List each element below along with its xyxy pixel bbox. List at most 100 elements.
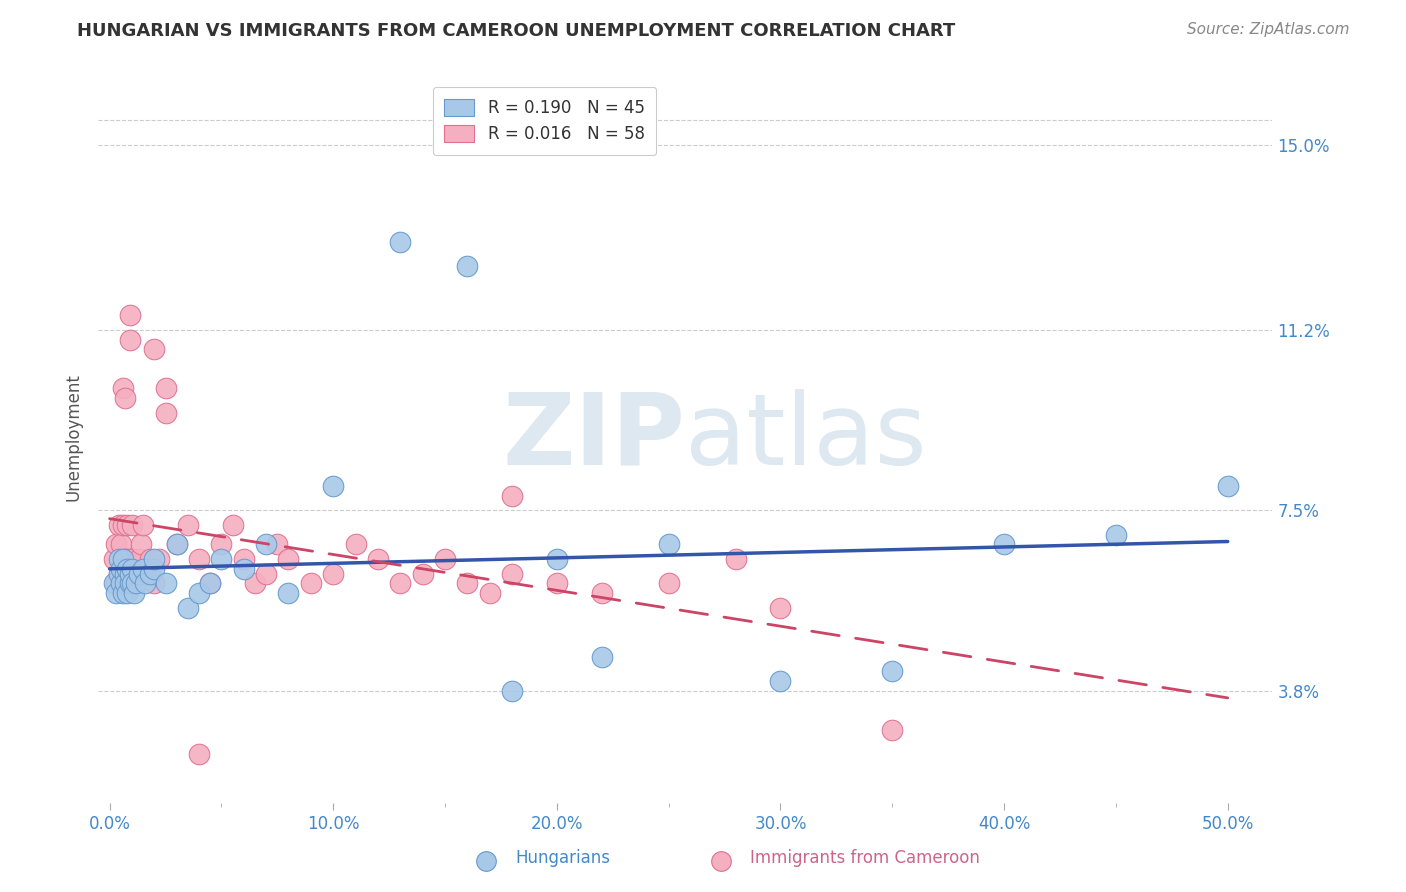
Text: Hungarians: Hungarians [515, 848, 610, 867]
Point [107, 566, 129, 581]
Point [114, 566, 136, 581]
Point [254, 566, 277, 581]
Text: ZIP: ZIP [502, 389, 686, 485]
Point [591, 649, 613, 664]
Point [143, 562, 166, 576]
Point [299, 576, 322, 591]
Point [143, 343, 166, 357]
Point [134, 566, 156, 581]
Point [125, 566, 148, 581]
Y-axis label: Unemployment: Unemployment [65, 373, 83, 501]
Point [118, 308, 141, 322]
Point [117, 562, 139, 576]
Point [882, 723, 904, 737]
Point [188, 747, 211, 761]
Point [118, 576, 141, 591]
Point [122, 576, 145, 591]
Point [118, 566, 141, 581]
Point [110, 562, 132, 576]
Point [166, 537, 188, 551]
Point [107, 552, 129, 566]
Point [232, 562, 254, 576]
Point [117, 517, 139, 532]
Point [322, 566, 344, 581]
Point [177, 517, 200, 532]
Point [277, 552, 299, 566]
Point [221, 517, 243, 532]
Point [456, 576, 478, 591]
Point [882, 664, 904, 678]
Point [658, 537, 681, 551]
Point [769, 600, 792, 615]
Point [155, 381, 177, 395]
Point [478, 586, 501, 600]
Point [412, 566, 434, 581]
Point [243, 576, 266, 591]
Point [344, 537, 367, 551]
Point [143, 552, 166, 566]
Text: atlas: atlas [686, 389, 927, 485]
Point [111, 381, 134, 395]
Point [209, 537, 232, 551]
Point [114, 576, 136, 591]
Point [200, 576, 222, 591]
Point [188, 552, 211, 566]
Point [103, 576, 125, 591]
Point [128, 566, 150, 581]
Point [232, 552, 254, 566]
Point [121, 552, 143, 566]
Point [117, 586, 139, 600]
Point [389, 235, 412, 249]
Point [114, 391, 136, 405]
Point [177, 600, 200, 615]
Point [724, 552, 747, 566]
Point [209, 552, 232, 566]
Point [546, 576, 568, 591]
Point [132, 517, 155, 532]
Point [129, 537, 152, 551]
Point [546, 552, 568, 566]
Point [434, 552, 457, 566]
Point [148, 552, 170, 566]
Point [128, 552, 150, 566]
Point [456, 260, 478, 274]
Point [769, 673, 792, 688]
Point [1105, 527, 1128, 541]
Point [110, 576, 132, 591]
Point [111, 552, 134, 566]
Point [367, 552, 389, 566]
Text: Immigrants from Cameroon: Immigrants from Cameroon [749, 848, 980, 867]
Point [139, 566, 162, 581]
Point [658, 576, 681, 591]
Point [105, 576, 128, 591]
Point [155, 576, 177, 591]
Point [501, 489, 523, 503]
Point [125, 576, 148, 591]
Legend: R = 0.190   N = 45, R = 0.016   N = 58: R = 0.190 N = 45, R = 0.016 N = 58 [433, 87, 657, 155]
Point [114, 552, 136, 566]
Text: Source: ZipAtlas.com: Source: ZipAtlas.com [1187, 22, 1350, 37]
Point [501, 566, 523, 581]
Point [200, 576, 222, 591]
Point [105, 537, 128, 551]
Point [132, 562, 155, 576]
Point [107, 517, 129, 532]
Point [155, 406, 177, 420]
Point [122, 586, 145, 600]
Point [277, 586, 299, 600]
Point [501, 683, 523, 698]
Point [110, 576, 132, 591]
Point [118, 333, 141, 347]
Point [111, 586, 134, 600]
Point [139, 552, 162, 566]
Point [591, 586, 613, 600]
Point [322, 479, 344, 493]
Point [107, 566, 129, 581]
Point [188, 586, 211, 600]
Point [266, 537, 288, 551]
Point [121, 517, 143, 532]
Point [134, 576, 156, 591]
Point [166, 537, 188, 551]
Point [254, 537, 277, 551]
Point [111, 517, 134, 532]
